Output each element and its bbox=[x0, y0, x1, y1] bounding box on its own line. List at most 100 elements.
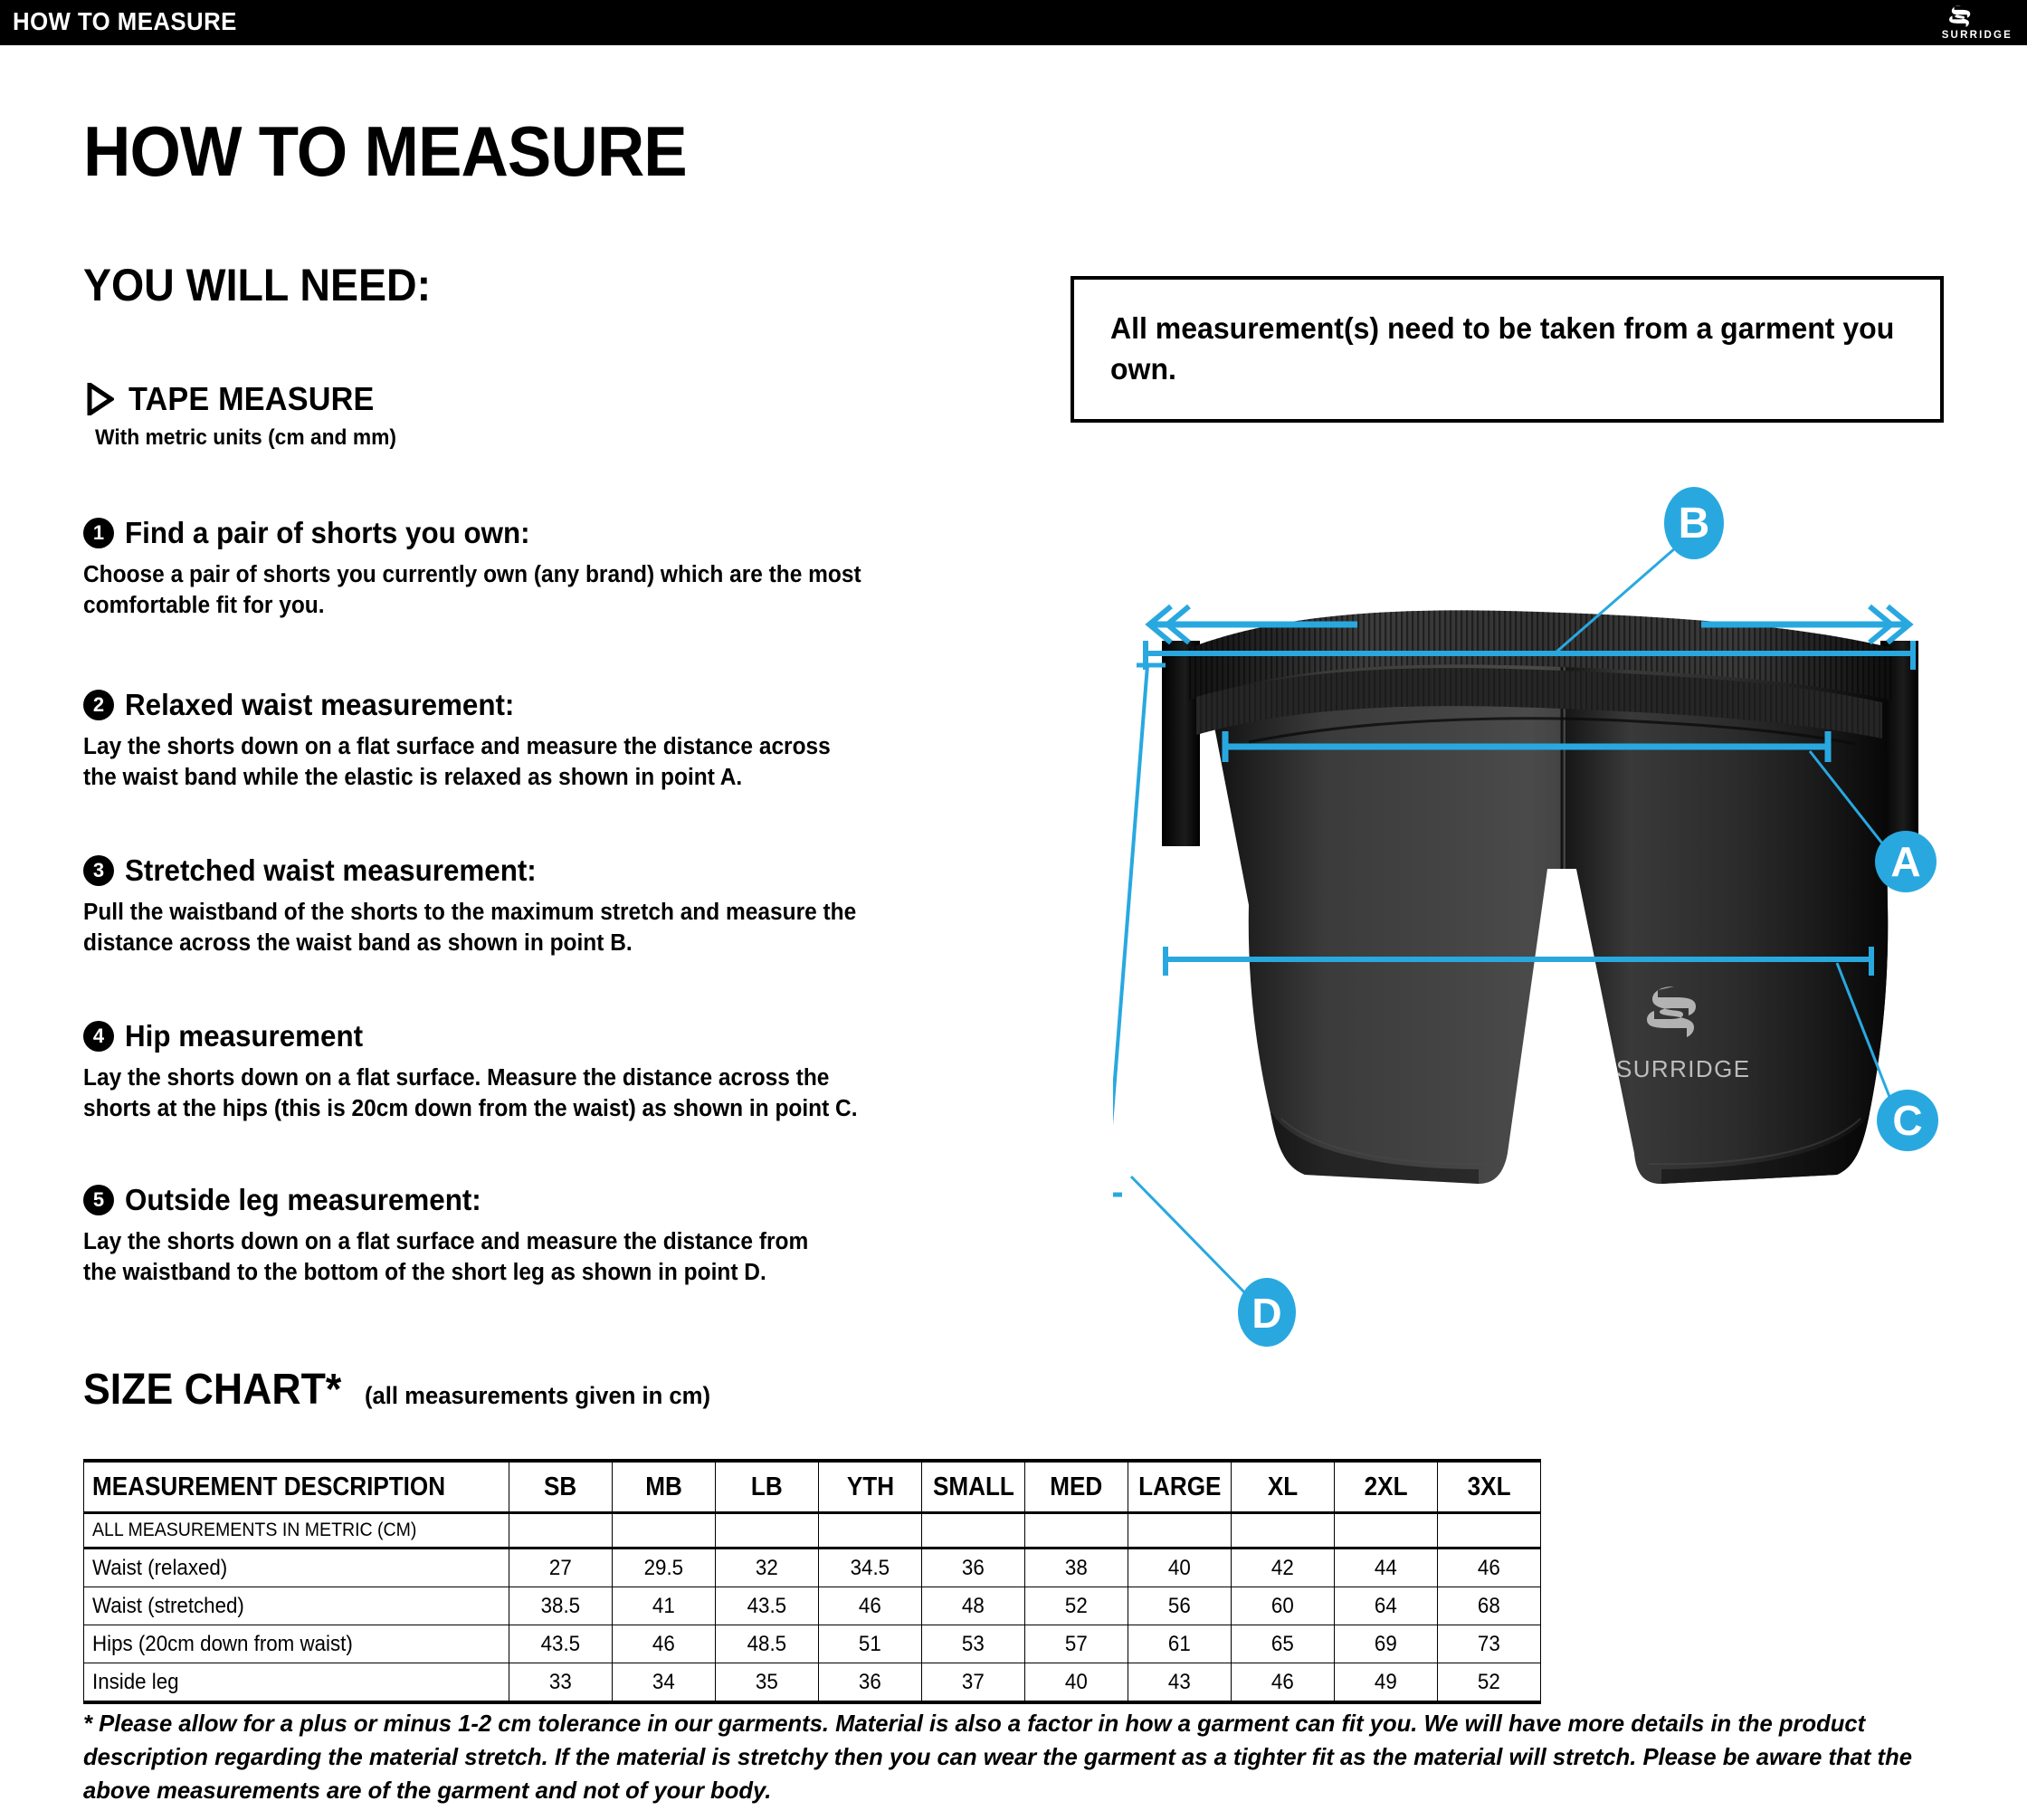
tool-tape-measure: TAPE MEASURE bbox=[87, 380, 387, 418]
cell: 29.5 bbox=[612, 1548, 716, 1587]
col-header-3xl: 3XL bbox=[1437, 1459, 1541, 1514]
step-2-header: 2 Relaxed waist measurement: bbox=[83, 688, 1196, 722]
cell: 52 bbox=[1437, 1663, 1541, 1704]
cell: 27 bbox=[509, 1548, 613, 1587]
marker-c-annotation bbox=[1163, 947, 1895, 1107]
size-chart-subtitle: (all measurements given in cm) bbox=[364, 1382, 710, 1409]
step-5: 5 Outside leg measurement: Lay the short… bbox=[83, 1183, 1196, 1289]
cell: 51 bbox=[818, 1625, 922, 1663]
svg-text:D: D bbox=[1251, 1290, 1281, 1337]
top-bar: HOW TO MEASURE SURRIDGE bbox=[0, 0, 2027, 45]
row-label-inside-leg: Inside leg bbox=[83, 1663, 509, 1704]
cell: 61 bbox=[1128, 1625, 1232, 1663]
marker-a-bubble: A bbox=[1875, 831, 1937, 892]
marker-d-bubble: D bbox=[1238, 1278, 1296, 1347]
step-3-header: 3 Stretched waist measurement: bbox=[83, 853, 1196, 888]
brand-wordmark: SURRIDGE bbox=[1941, 30, 2013, 41]
table-row: Waist (stretched) 38.5 41 43.5 46 48 52 … bbox=[83, 1587, 1541, 1625]
cell: 36 bbox=[818, 1663, 922, 1704]
size-chart-title: SIZE CHART* bbox=[83, 1366, 342, 1414]
cell: 46 bbox=[818, 1587, 922, 1625]
cell: 34 bbox=[612, 1663, 716, 1704]
cell: 43.5 bbox=[509, 1625, 613, 1663]
step-2-number-badge: 2 bbox=[83, 690, 114, 720]
step-2: 2 Relaxed waist measurement: Lay the sho… bbox=[83, 688, 1196, 794]
row-label-waist-stretched: Waist (stretched) bbox=[83, 1587, 509, 1625]
cell: 73 bbox=[1437, 1625, 1541, 1663]
cell: 46 bbox=[1437, 1548, 1541, 1587]
cell: 43 bbox=[1128, 1663, 1232, 1704]
shorts-measurement-diagram: SURRIDGE bbox=[1113, 480, 1964, 1348]
cell: 49 bbox=[1334, 1663, 1438, 1704]
step-3: 3 Stretched waist measurement: Pull the … bbox=[83, 853, 1196, 959]
size-chart-footnote: * Please allow for a plus or minus 1-2 c… bbox=[83, 1710, 1912, 1804]
cell: 68 bbox=[1437, 1587, 1541, 1625]
row-label-waist-relaxed: Waist (relaxed) bbox=[83, 1548, 509, 1587]
step-4-title: Hip measurement bbox=[125, 1019, 364, 1053]
step-5-title: Outside leg measurement: bbox=[125, 1183, 481, 1216]
cell: 40 bbox=[1024, 1663, 1128, 1704]
cell: 38 bbox=[1024, 1548, 1128, 1587]
marker-c-bubble: C bbox=[1877, 1090, 1938, 1151]
cell: 43.5 bbox=[715, 1587, 819, 1625]
callout-text: All measurement(s) need to be taken from… bbox=[1110, 311, 1895, 386]
you-will-need-heading: YOU WILL NEED: bbox=[83, 260, 432, 310]
step-1-header: 1 Find a pair of shorts you own: bbox=[83, 516, 1196, 550]
size-chart-table: MEASUREMENT DESCRIPTION SB MB LB YTH SMA… bbox=[83, 1459, 1541, 1704]
garment-surridge-logo: SURRIDGE bbox=[1616, 986, 1749, 1082]
step-2-body: Lay the shorts down on a flat surface an… bbox=[83, 734, 831, 790]
step-5-body: Lay the shorts down on a flat surface an… bbox=[83, 1229, 809, 1285]
cell: 40 bbox=[1128, 1548, 1232, 1587]
cell: 46 bbox=[1231, 1663, 1335, 1704]
cell: 35 bbox=[715, 1663, 819, 1704]
col-header-lb: LB bbox=[715, 1459, 819, 1514]
step-4: 4 Hip measurement Lay the shorts down on… bbox=[83, 1019, 1196, 1125]
step-3-number-badge: 3 bbox=[83, 855, 114, 886]
marker-d-annotation bbox=[1113, 662, 1252, 1301]
col-header-mb: MB bbox=[612, 1459, 716, 1514]
cell: 46 bbox=[612, 1625, 716, 1663]
brand-logo: SURRIDGE bbox=[1906, 3, 2014, 44]
step-1-title: Find a pair of shorts you own: bbox=[125, 516, 530, 549]
cell: 57 bbox=[1024, 1625, 1128, 1663]
cell: 48 bbox=[921, 1587, 1025, 1625]
top-bar-title: HOW TO MEASURE bbox=[13, 7, 237, 35]
col-header-med: MED bbox=[1024, 1459, 1128, 1514]
cell: 33 bbox=[509, 1663, 613, 1704]
step-5-header: 5 Outside leg measurement: bbox=[83, 1183, 1196, 1217]
tool-name: TAPE MEASURE bbox=[128, 380, 375, 417]
metric-note-cell: ALL MEASUREMENTS IN METRIC (CM) bbox=[83, 1512, 509, 1549]
cell: 65 bbox=[1231, 1625, 1335, 1663]
table-header-row: MEASUREMENT DESCRIPTION SB MB LB YTH SMA… bbox=[83, 1459, 1541, 1514]
svg-text:C: C bbox=[1892, 1097, 1922, 1144]
table-row-metric-note: ALL MEASUREMENTS IN METRIC (CM) bbox=[83, 1512, 1541, 1549]
table-row: Waist (relaxed) 27 29.5 32 34.5 36 38 40… bbox=[83, 1548, 1541, 1587]
cell: 60 bbox=[1231, 1587, 1335, 1625]
step-2-title: Relaxed waist measurement: bbox=[125, 688, 515, 721]
step-4-header: 4 Hip measurement bbox=[83, 1019, 1196, 1053]
cell: 69 bbox=[1334, 1625, 1438, 1663]
svg-text:B: B bbox=[1679, 500, 1710, 548]
col-header-description: MEASUREMENT DESCRIPTION bbox=[83, 1459, 509, 1514]
measurement-annotations bbox=[1113, 539, 1916, 1301]
table-row: Inside leg 33 34 35 36 37 40 43 46 49 52 bbox=[83, 1663, 1541, 1704]
col-header-xl: XL bbox=[1231, 1459, 1335, 1514]
cell: 56 bbox=[1128, 1587, 1232, 1625]
cell: 34.5 bbox=[818, 1548, 922, 1587]
cell: 38.5 bbox=[509, 1587, 613, 1625]
col-header-small: SMALL bbox=[921, 1459, 1025, 1514]
step-3-title: Stretched waist measurement: bbox=[125, 853, 537, 887]
svg-text:A: A bbox=[1890, 838, 1920, 885]
step-1-number-badge: 1 bbox=[83, 518, 114, 548]
marker-a-annotation bbox=[1222, 731, 1891, 853]
callout-box: All measurement(s) need to be taken from… bbox=[1071, 276, 1944, 423]
cell: 41 bbox=[612, 1587, 716, 1625]
step-1: 1 Find a pair of shorts you own: Choose … bbox=[83, 516, 1196, 622]
cell: 32 bbox=[715, 1548, 819, 1587]
page-title: HOW TO MEASURE bbox=[83, 111, 688, 191]
cell: 53 bbox=[921, 1625, 1025, 1663]
triangle-right-outline-icon bbox=[87, 383, 114, 415]
cell: 64 bbox=[1334, 1587, 1438, 1625]
cell: 42 bbox=[1231, 1548, 1335, 1587]
